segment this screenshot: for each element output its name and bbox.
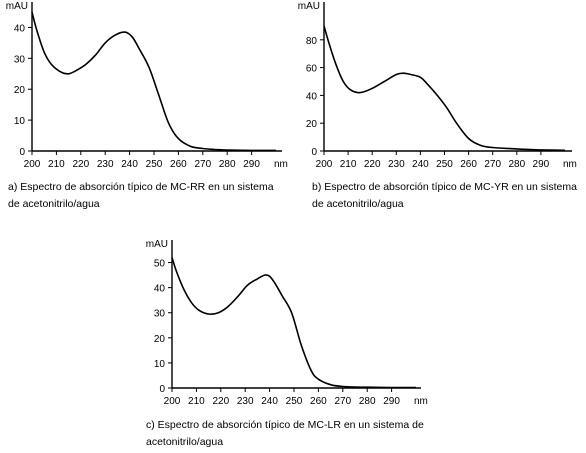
y-tick-label: 20 xyxy=(14,85,26,96)
x-tick-label: 200 xyxy=(316,159,333,170)
x-tick-label: 260 xyxy=(310,396,327,407)
y-tick-label: 0 xyxy=(19,147,25,158)
caption-b: b) Espectro de absorción típico de MC-YR… xyxy=(312,181,577,210)
x-tick-label: 290 xyxy=(383,396,400,407)
x-tick-label: 230 xyxy=(97,159,114,170)
y-axis-label: mAU xyxy=(6,1,28,12)
y-tick-label: 10 xyxy=(154,359,166,370)
x-tick-label: 260 xyxy=(460,159,477,170)
x-tick-label: 260 xyxy=(170,159,187,170)
x-tick-label: 220 xyxy=(72,159,89,170)
x-tick-label: 280 xyxy=(508,159,525,170)
x-tick-label: 250 xyxy=(436,159,453,170)
y-tick-label: 80 xyxy=(306,36,318,47)
chart-panel-b: 0 20 40 60 80 mAU 200 210 220 230 240 250 260 270 280 2… xyxy=(298,1,577,170)
x-tick-label: 280 xyxy=(219,159,236,170)
x-tick-label: 290 xyxy=(243,159,260,170)
x-tick-label: 290 xyxy=(533,159,550,170)
x-tick-label: 210 xyxy=(188,396,205,407)
x-axis-unit-label: nm xyxy=(414,396,428,407)
y-tick-label: 10 xyxy=(14,116,26,127)
y-tick-label: 60 xyxy=(306,64,318,75)
x-tick-label: 270 xyxy=(334,396,351,407)
y-tick-label: 40 xyxy=(306,91,318,102)
spectrum-line xyxy=(171,257,416,389)
y-tick-label: 20 xyxy=(306,119,318,130)
x-tick-label: 280 xyxy=(359,396,376,407)
y-tick-label: 40 xyxy=(154,284,166,295)
y-axis-label: mAU xyxy=(146,239,168,250)
x-tick-label: 230 xyxy=(388,159,405,170)
y-tick-label: 20 xyxy=(154,334,166,345)
y-tick-label: 40 xyxy=(14,23,26,34)
x-axis-unit-label: nm xyxy=(274,159,288,170)
y-tick-label: 50 xyxy=(154,259,166,270)
x-tick-label: 230 xyxy=(237,396,254,407)
x-tick-label: 240 xyxy=(412,159,429,170)
chart-panel-a: 0 10 20 30 40 mAU 200 210 220 230 240 250 260 270 280 2… xyxy=(6,1,288,170)
y-tick-label: 0 xyxy=(311,147,317,158)
spectrum-line xyxy=(31,11,276,152)
x-tick-label: 250 xyxy=(146,159,163,170)
x-tick-label: 210 xyxy=(340,159,357,170)
x-tick-label: 220 xyxy=(364,159,381,170)
y-tick-label: 0 xyxy=(159,384,165,395)
y-tick-label: 30 xyxy=(14,54,26,65)
x-tick-label: 210 xyxy=(48,159,65,170)
x-tick-label: 200 xyxy=(164,396,181,407)
y-axis-label: mAU xyxy=(298,1,320,12)
x-tick-label: 270 xyxy=(194,159,211,170)
x-tick-label: 200 xyxy=(24,159,41,170)
x-tick-label: 270 xyxy=(484,159,501,170)
chart-panel-c: 0 10 20 30 40 50 mAU 200 210 220 230 240 250 260 270 28… xyxy=(146,239,428,407)
x-tick-label: 240 xyxy=(121,159,138,170)
x-axis-unit-label: nm xyxy=(563,159,577,170)
spectrum-line xyxy=(323,25,566,152)
caption-a: a) Espectro de absorción típico de MC-RR… xyxy=(8,181,274,210)
y-tick-label: 30 xyxy=(154,309,166,320)
x-tick-label: 240 xyxy=(261,396,278,407)
x-tick-label: 250 xyxy=(286,396,303,407)
x-tick-label: 220 xyxy=(212,396,229,407)
caption-c: c) Espectro de absorción típico de MC-LR… xyxy=(146,419,424,448)
